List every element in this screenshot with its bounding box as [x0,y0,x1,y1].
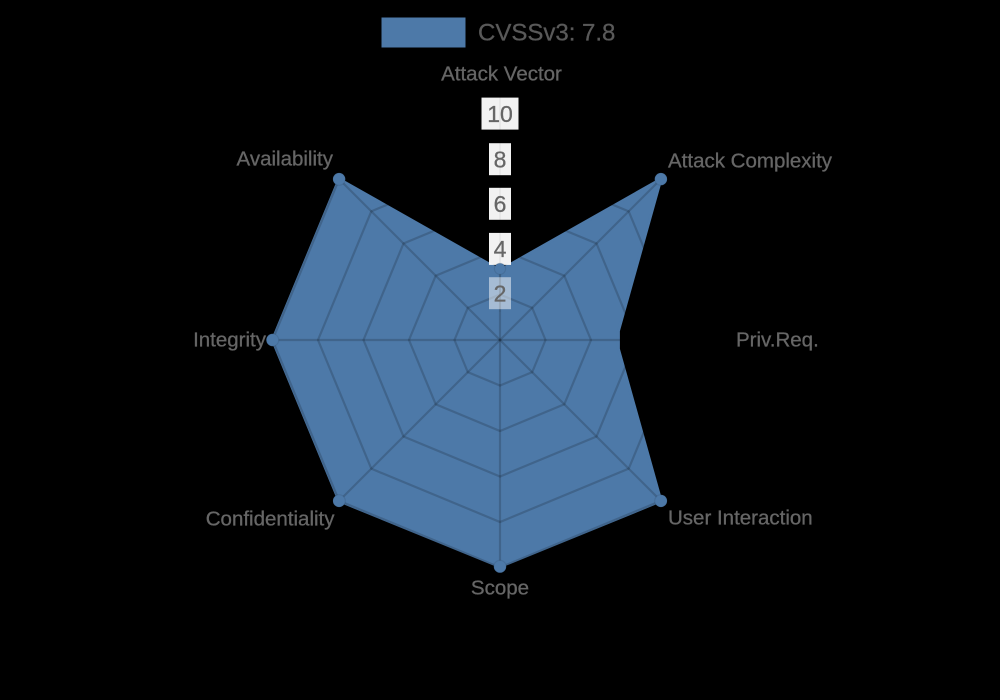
svg-text:10: 10 [487,101,513,127]
svg-text:Confidentiality: Confidentiality [206,508,336,531]
svg-text:Availability: Availability [237,148,334,171]
svg-text:6: 6 [494,191,507,217]
svg-text:CVSSv3: 7.8: CVSSv3: 7.8 [478,20,615,47]
svg-text:4: 4 [494,236,507,262]
svg-text:Scope: Scope [471,577,529,600]
svg-text:8: 8 [494,146,507,172]
svg-text:Attack Vector: Attack Vector [441,63,562,86]
svg-text:Integrity: Integrity [193,329,267,352]
svg-text:2: 2 [494,280,507,306]
svg-text:Attack Complexity: Attack Complexity [668,150,833,173]
svg-text:User Interaction: User Interaction [668,507,813,530]
svg-text:Priv.Req.: Priv.Req. [736,329,819,352]
